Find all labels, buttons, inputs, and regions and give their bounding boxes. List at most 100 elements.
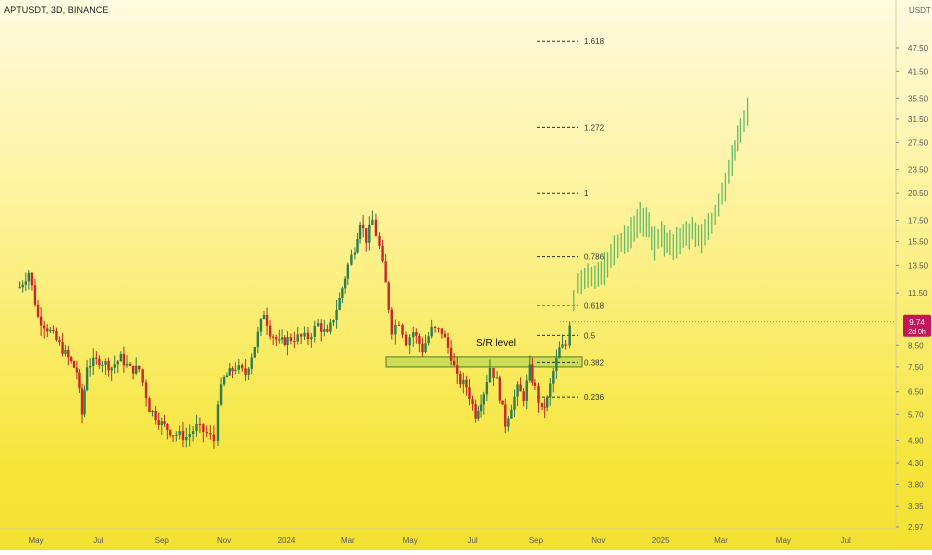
candle xyxy=(107,357,110,377)
candle xyxy=(522,387,525,407)
candle-body xyxy=(558,347,561,358)
currency-label: USDT xyxy=(909,6,931,15)
x-tick-label: May xyxy=(403,536,418,545)
candle xyxy=(278,329,281,344)
candle-body xyxy=(412,332,415,338)
candle-body xyxy=(468,387,471,400)
candle xyxy=(283,335,286,347)
fib-level-label: 0.618 xyxy=(584,302,605,311)
candle xyxy=(323,319,326,337)
candle-body xyxy=(185,437,188,441)
candle-body xyxy=(212,434,216,442)
candle xyxy=(477,405,480,422)
candle-body xyxy=(80,388,84,415)
candle xyxy=(188,424,191,447)
candle xyxy=(95,351,98,365)
candle-body xyxy=(113,364,116,368)
candle xyxy=(83,385,86,418)
candle xyxy=(507,415,510,432)
candle-body xyxy=(278,339,281,341)
y-tick-label: 27.50 xyxy=(908,138,929,147)
y-tick-label: 47.50 xyxy=(908,44,929,53)
candle xyxy=(310,332,313,348)
candle-body xyxy=(306,332,310,340)
candle xyxy=(98,355,101,369)
candle-body xyxy=(171,435,175,437)
candle xyxy=(262,311,266,320)
candle-body xyxy=(404,334,408,346)
x-tick-label: 2025 xyxy=(652,536,670,545)
candle-body xyxy=(205,431,208,434)
candle-body xyxy=(356,239,359,253)
candle xyxy=(498,375,502,404)
candle xyxy=(332,319,335,327)
candle-body xyxy=(131,365,135,374)
candle-body xyxy=(543,406,546,408)
candle xyxy=(46,324,49,338)
candle xyxy=(166,423,169,440)
candle xyxy=(148,396,151,413)
candle-body xyxy=(98,358,101,366)
candle-body xyxy=(247,368,250,375)
candle-body xyxy=(452,360,456,366)
candle xyxy=(465,375,468,396)
candle-body xyxy=(157,420,160,426)
candle-body xyxy=(350,254,353,265)
candle-body xyxy=(30,272,34,286)
candle-body xyxy=(88,365,92,368)
candle-body xyxy=(507,418,510,427)
candle-body xyxy=(323,329,326,332)
candle xyxy=(482,391,486,415)
candle xyxy=(134,357,138,376)
candle-body xyxy=(313,326,316,337)
candle xyxy=(446,332,450,354)
candle-body xyxy=(216,404,220,442)
candle-body xyxy=(228,368,231,376)
candle xyxy=(21,280,24,293)
x-tick-label: Nov xyxy=(591,536,605,545)
candle xyxy=(259,318,263,337)
candle-body xyxy=(540,402,544,407)
candle-body xyxy=(61,342,64,354)
candle-body xyxy=(107,361,110,371)
candle xyxy=(144,379,148,407)
candle-body xyxy=(280,337,284,340)
candle xyxy=(492,367,495,386)
candle-body xyxy=(329,322,332,332)
fib-level-label: 1 xyxy=(584,189,589,198)
candle-body xyxy=(141,369,144,383)
symbol-title: APTUSDT, 3D, BINANCE xyxy=(4,5,109,15)
candle xyxy=(462,372,465,394)
candle xyxy=(191,426,195,442)
candle xyxy=(271,334,275,345)
candle xyxy=(341,286,344,304)
candle xyxy=(212,425,216,449)
candle-body xyxy=(283,337,286,345)
candle xyxy=(185,427,188,448)
last-price-value: 9.74 xyxy=(909,318,925,327)
candle xyxy=(430,319,433,339)
candle xyxy=(320,319,323,342)
candle-body xyxy=(256,331,260,348)
x-tick-label: Sep xyxy=(155,536,170,545)
candle xyxy=(195,414,198,437)
candle-body xyxy=(533,382,537,386)
candle-body xyxy=(433,326,437,329)
candle-body xyxy=(437,328,440,330)
candle-body xyxy=(498,377,502,401)
candle xyxy=(101,360,104,373)
candle xyxy=(110,366,113,382)
candle xyxy=(222,375,226,387)
candle-body xyxy=(522,391,525,401)
candle-body xyxy=(151,410,154,413)
candle xyxy=(225,372,229,378)
candle xyxy=(449,339,453,366)
candle-body xyxy=(335,309,338,320)
candle-body xyxy=(501,400,504,405)
candle-body xyxy=(110,367,113,371)
candle-body xyxy=(332,319,335,323)
candle-body xyxy=(234,369,237,372)
y-tick-label: 17.50 xyxy=(908,217,929,226)
